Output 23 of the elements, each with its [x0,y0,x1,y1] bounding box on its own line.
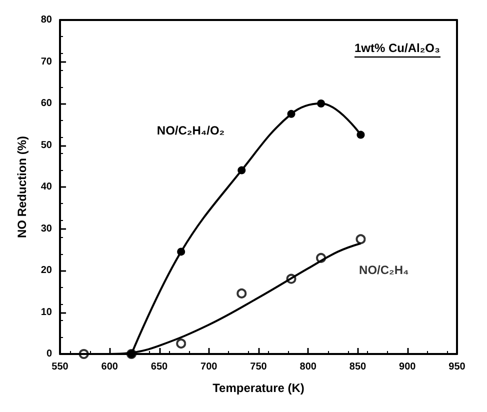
y-tick-label: 10 [40,306,52,318]
x-axis-title: Temperature (K) [212,381,304,395]
y-axis-title: NO Reduction (%) [15,136,29,238]
series-label: NO/C₂H₄ [359,262,410,277]
x-tick-label: 600 [101,362,118,372]
x-tick-label: 800 [300,362,317,372]
y-tick-label: 60 [40,98,52,109]
x-tick-label: 750 [250,362,268,372]
x-tick-label: 700 [200,362,218,372]
y-tick-label: 0 [46,348,52,360]
y-tick-label: 20 [40,265,52,276]
annotation: 1wt% Cu/Al₂O₃ [354,41,440,55]
y-tick-label: 30 [40,223,52,234]
x-tick-label: 950 [448,362,466,372]
y-tick-label: 70 [40,56,52,68]
y-tick-label: 80 [40,14,52,26]
y-tick-label: 50 [40,140,52,151]
y-tick-label: 40 [40,182,52,192]
text: NO/C₂H₄/O₂ [156,123,225,138]
x-tick-label: 650 [150,362,168,372]
x-tick-label: 550 [52,362,69,372]
x-tick-label: 900 [399,362,416,372]
x-tick-label: 850 [349,362,367,372]
